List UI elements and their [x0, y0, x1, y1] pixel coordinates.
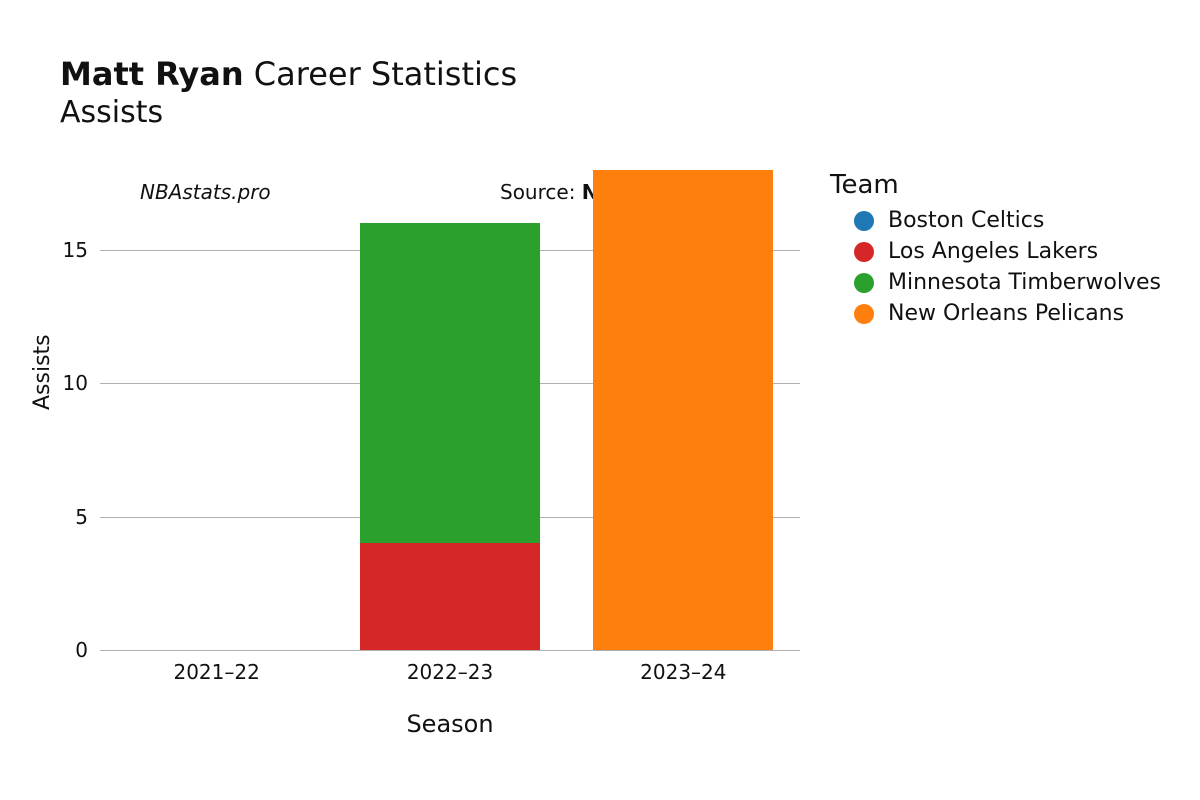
- legend-swatch: [854, 242, 874, 262]
- bar-segment: [360, 223, 540, 543]
- plot-area: [100, 170, 800, 650]
- title-block: Matt Ryan Career Statistics Assists: [60, 55, 517, 130]
- bar-2023–24: [593, 170, 773, 650]
- title-rest-part: Career Statistics: [244, 55, 518, 93]
- y-tick-label: 10: [0, 371, 88, 395]
- legend-label: Boston Celtics: [888, 208, 1044, 233]
- legend-swatch: [854, 304, 874, 324]
- chart-subtitle: Assists: [60, 95, 517, 130]
- bar-segment: [360, 543, 540, 650]
- x-tick-label: 2022–23: [407, 660, 493, 684]
- legend-swatch: [854, 211, 874, 231]
- y-tick-label: 0: [0, 638, 88, 662]
- chart-container: Matt Ryan Career Statistics Assists NBAs…: [0, 0, 1200, 800]
- gridline: [100, 650, 800, 651]
- bar-2021–22: [127, 170, 307, 650]
- legend-item: Minnesota Timberwolves: [854, 270, 1161, 295]
- legend: Team Boston Celtics Los Angeles Lakers Min…: [830, 170, 1161, 332]
- x-tick-label: 2023–24: [640, 660, 726, 684]
- legend-label: New Orleans Pelicans: [888, 301, 1124, 326]
- y-tick-label: 15: [0, 238, 88, 262]
- legend-item: Los Angeles Lakers: [854, 239, 1161, 264]
- title-bold-part: Matt Ryan: [60, 55, 244, 93]
- x-tick-label: 2021–22: [173, 660, 259, 684]
- legend-item: New Orleans Pelicans: [854, 301, 1161, 326]
- legend-swatch: [854, 273, 874, 293]
- bar-segment: [593, 170, 773, 650]
- legend-label: Los Angeles Lakers: [888, 239, 1098, 264]
- x-axis-label: Season: [100, 710, 800, 738]
- bar-2022–23: [360, 170, 540, 650]
- chart-title: Matt Ryan Career Statistics: [60, 55, 517, 93]
- y-tick-label: 5: [0, 505, 88, 529]
- legend-title: Team: [830, 170, 1161, 200]
- legend-item: Boston Celtics: [854, 208, 1161, 233]
- legend-label: Minnesota Timberwolves: [888, 270, 1161, 295]
